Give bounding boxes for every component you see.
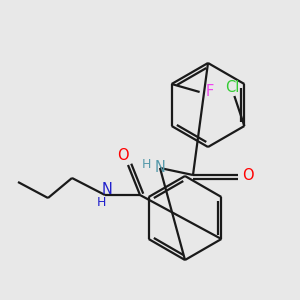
- Text: H: H: [141, 158, 151, 170]
- Text: O: O: [117, 148, 129, 163]
- Text: N: N: [102, 182, 112, 196]
- Text: O: O: [242, 167, 254, 182]
- Text: H: H: [96, 196, 106, 209]
- Text: Cl: Cl: [225, 80, 240, 95]
- Text: N: N: [154, 160, 165, 175]
- Text: F: F: [206, 85, 214, 100]
